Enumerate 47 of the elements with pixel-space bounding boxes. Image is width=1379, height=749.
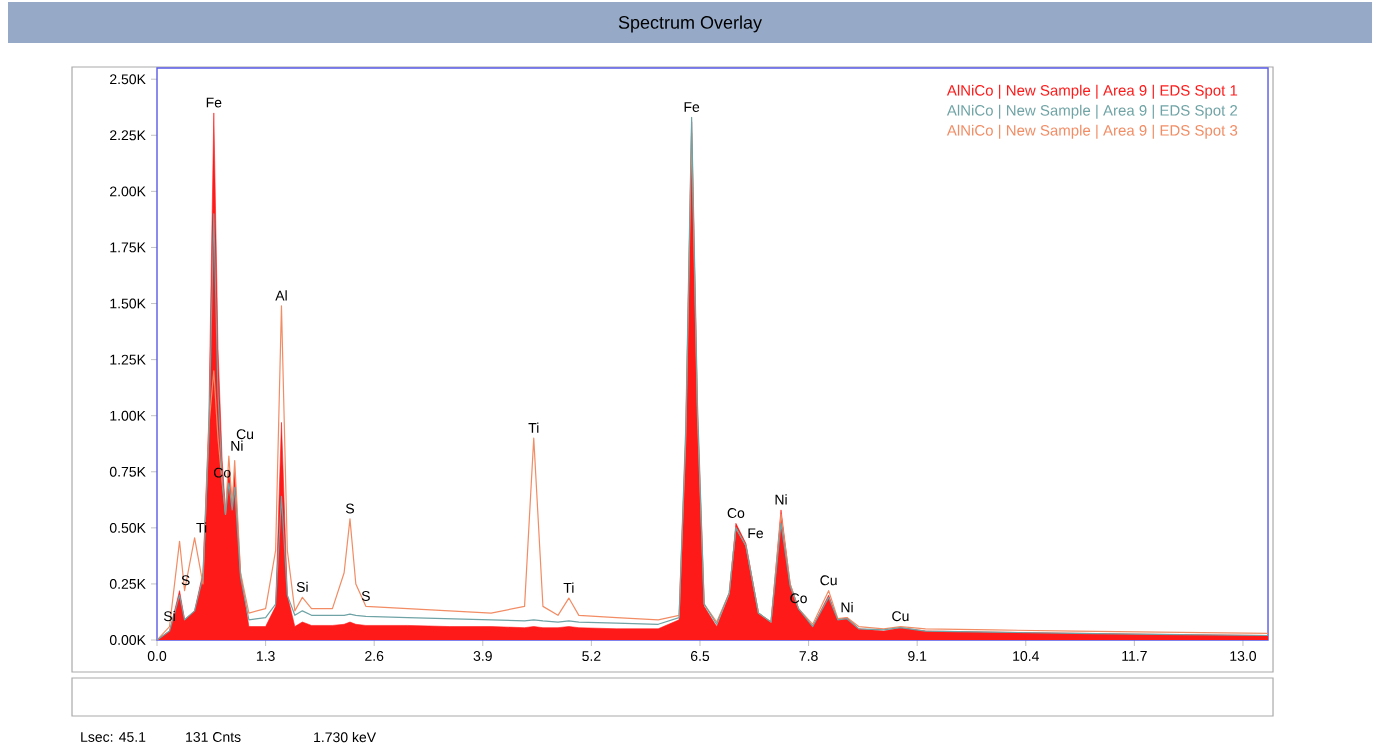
annotation: Fe	[206, 97, 222, 108]
annotation: Co	[727, 508, 745, 518]
x-tick-label: 1.3	[256, 651, 275, 661]
x-tick-label: 3.9	[473, 651, 492, 661]
text: 131 Cnts	[186, 732, 241, 742]
text: AlNiCo | New Sample | Area 9 | EDS Spot 1	[946, 84, 1238, 99]
x-tick-label: 2.6	[365, 651, 384, 661]
y-tick-label: 2.25K	[110, 130, 146, 141]
annotation: Ni	[775, 494, 787, 505]
annotation: Fe	[748, 528, 764, 539]
annotation: Cu	[892, 611, 909, 622]
y-tick-label: 0.50K	[109, 522, 146, 533]
annotation: Ni	[841, 602, 853, 613]
annotation: Ti	[528, 422, 539, 433]
annotation: Si	[163, 610, 175, 622]
text: AlNiCo | New Sample | Area 9 | EDS Spot 2	[946, 104, 1238, 119]
text: Lsec: 45.1	[81, 732, 146, 742]
annotation: Cu	[820, 575, 837, 586]
y-tick-label: 1.75K	[110, 242, 146, 253]
chart-title: Spectrum Overlay	[618, 15, 762, 33]
annotation: Ti	[563, 582, 574, 593]
text: AlNiCo | New Sample | Area 9 | EDS Spot 3	[946, 124, 1238, 139]
annotation: S	[361, 591, 370, 601]
x-tick-label: 13.0	[1230, 651, 1257, 661]
x-tick-label: 5.2	[582, 651, 601, 661]
x-tick-label: 9.1	[908, 651, 927, 661]
annotation: Fe	[684, 102, 700, 112]
annotation: Cu	[236, 429, 254, 440]
y-tick-label: 2.50K	[110, 74, 146, 85]
y-tick-label: 1.50K	[110, 298, 146, 309]
y-tick-label: 0.00K	[109, 635, 146, 645]
x-tick-label: 11.7	[1122, 651, 1147, 661]
y-tick-label: 0.75K	[109, 466, 146, 477]
y-tick-label: 2.00K	[110, 186, 146, 197]
y-tick-label: 1.25K	[110, 354, 146, 365]
x-tick-label: 0.0	[147, 651, 167, 661]
annotation: S	[181, 575, 190, 586]
annotation: S	[345, 503, 354, 514]
text: 1.730 keV	[314, 731, 377, 743]
x-tick-label: 6.5	[690, 651, 710, 661]
y-tick-label: 1.00K	[110, 410, 146, 421]
y-tick-label: 0.25K	[109, 578, 146, 589]
x-tick-label: 7.8	[799, 651, 818, 661]
annotation: Ni	[231, 440, 243, 451]
annotation: Si	[296, 581, 308, 592]
annotation: Al	[275, 290, 287, 301]
x-tick-label: 10.4	[1013, 651, 1039, 661]
